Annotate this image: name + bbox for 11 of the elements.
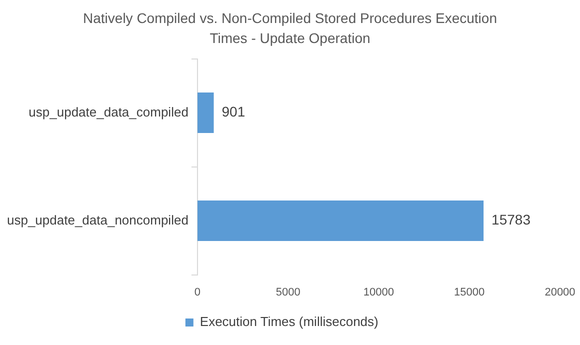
x-tick-label: 5000: [276, 286, 300, 298]
x-tick-label: 0: [194, 286, 200, 298]
legend-label: Execution Times (milliseconds): [200, 314, 378, 330]
chart-title: Natively Compiled vs. Non-Compiled Stored Procedures Execution Times - Update Operation: [82, 9, 498, 48]
x-tick-label: 20000: [544, 286, 576, 298]
data-label: 15783: [492, 212, 531, 228]
y-tick-label: usp_update_data_compiled: [28, 104, 188, 120]
x-tick-label: 15000: [454, 286, 485, 298]
data-label: 901: [222, 104, 246, 120]
x-tick-label: 10000: [363, 286, 394, 298]
y-tick-label: usp_update_data_noncompiled: [6, 212, 188, 228]
